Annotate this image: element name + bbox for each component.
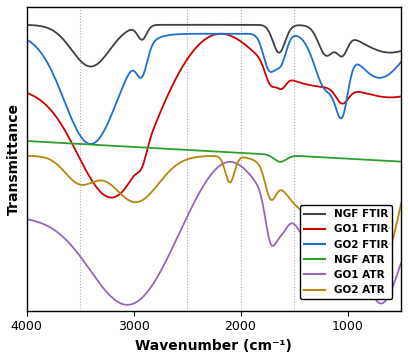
X-axis label: Wavenumber (cm⁻¹): Wavenumber (cm⁻¹) bbox=[135, 339, 292, 353]
GO1 FTIR bbox=[67, 136, 72, 140]
GO2 ATR bbox=[391, 233, 396, 238]
Y-axis label: Transmittance: Transmittance bbox=[7, 103, 21, 215]
GO2 ATR bbox=[67, 175, 72, 179]
Legend: NGF FTIR, GO1 FTIR, GO2 FTIR, NGF ATR, GO1 ATR, GO2 ATR: NGF FTIR, GO1 FTIR, GO2 FTIR, NGF ATR, G… bbox=[300, 205, 392, 300]
GO2 FTIR bbox=[88, 142, 93, 146]
NGF FTIR bbox=[351, 38, 356, 42]
NGF FTIR bbox=[392, 50, 397, 55]
GO2 FTIR bbox=[184, 32, 189, 36]
GO1 FTIR bbox=[109, 195, 114, 200]
GO1 FTIR bbox=[184, 58, 189, 63]
GO2 FTIR bbox=[233, 32, 238, 36]
GO1 ATR bbox=[24, 217, 29, 221]
GO1 FTIR bbox=[392, 95, 397, 99]
GO1 ATR bbox=[67, 241, 72, 245]
GO2 ATR bbox=[399, 202, 404, 206]
GO2 FTIR bbox=[351, 66, 356, 71]
GO2 FTIR bbox=[67, 111, 72, 115]
GO2 ATR bbox=[168, 168, 173, 173]
NGF ATR bbox=[278, 160, 283, 164]
GO2 ATR bbox=[89, 180, 94, 185]
GO1 FTIR bbox=[351, 91, 356, 95]
GO1 ATR bbox=[184, 216, 189, 220]
GO1 ATR bbox=[125, 303, 130, 307]
GO1 ATR bbox=[399, 261, 404, 265]
Line: GO1 ATR: GO1 ATR bbox=[27, 162, 401, 305]
NGF FTIR bbox=[67, 45, 72, 49]
GO1 FTIR bbox=[24, 91, 29, 95]
NGF FTIR bbox=[88, 64, 93, 69]
GO1 FTIR bbox=[168, 88, 173, 92]
GO1 ATR bbox=[351, 255, 356, 259]
NGF FTIR bbox=[184, 23, 189, 27]
GO2 FTIR bbox=[89, 142, 94, 146]
GO2 FTIR bbox=[168, 33, 173, 37]
GO2 FTIR bbox=[24, 37, 29, 42]
NGF FTIR bbox=[24, 23, 29, 27]
NGF ATR bbox=[351, 157, 356, 161]
GO1 FTIR bbox=[399, 94, 404, 99]
GO1 ATR bbox=[228, 160, 233, 164]
Line: GO1 FTIR: GO1 FTIR bbox=[27, 34, 401, 198]
GO1 FTIR bbox=[89, 177, 94, 182]
NGF FTIR bbox=[399, 49, 404, 53]
GO2 ATR bbox=[24, 154, 29, 158]
NGF FTIR bbox=[205, 23, 210, 27]
NGF ATR bbox=[168, 147, 173, 151]
NGF ATR bbox=[24, 139, 29, 143]
GO1 ATR bbox=[89, 270, 94, 274]
NGF FTIR bbox=[89, 64, 94, 69]
Line: GO2 ATR: GO2 ATR bbox=[27, 156, 401, 257]
GO2 ATR bbox=[351, 245, 356, 249]
NGF ATR bbox=[391, 159, 396, 163]
NGF ATR bbox=[399, 159, 404, 164]
Line: GO2 FTIR: GO2 FTIR bbox=[27, 34, 401, 144]
Line: NGF FTIR: NGF FTIR bbox=[27, 25, 401, 67]
NGF FTIR bbox=[168, 23, 173, 27]
Line: NGF ATR: NGF ATR bbox=[27, 141, 401, 162]
GO2 ATR bbox=[380, 255, 385, 259]
NGF ATR bbox=[89, 143, 94, 147]
GO2 ATR bbox=[184, 157, 189, 162]
GO1 ATR bbox=[392, 282, 397, 286]
GO2 FTIR bbox=[392, 68, 397, 72]
GO2 FTIR bbox=[399, 60, 404, 64]
NGF ATR bbox=[67, 141, 72, 145]
NGF ATR bbox=[184, 148, 189, 152]
GO1 FTIR bbox=[218, 32, 223, 36]
GO1 ATR bbox=[168, 250, 173, 255]
